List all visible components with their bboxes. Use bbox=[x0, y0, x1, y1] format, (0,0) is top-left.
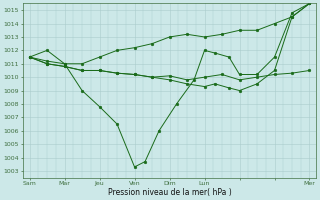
X-axis label: Pression niveau de la mer( hPa ): Pression niveau de la mer( hPa ) bbox=[108, 188, 231, 197]
